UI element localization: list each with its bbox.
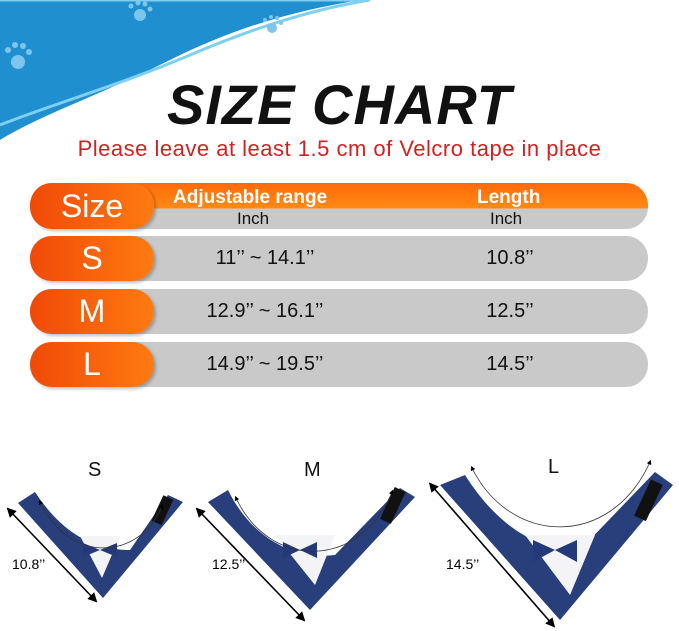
table-row: L 14.9’’ ~ 19.5’’ 14.5’’ bbox=[30, 342, 648, 387]
table-header: Size Adjustable range Length Inch Inch bbox=[30, 183, 648, 229]
page-title: SIZE CHART bbox=[167, 73, 512, 136]
table-row: M 12.9’’ ~ 16.1’’ 12.5’’ bbox=[30, 289, 648, 334]
collar-diagrams bbox=[6, 459, 673, 628]
collar-l-image bbox=[428, 459, 673, 628]
diagram-length-label: 14.5’’ bbox=[446, 556, 480, 572]
diagram-length-label: 10.8’’ bbox=[12, 556, 46, 572]
size-cell: M bbox=[30, 289, 154, 334]
size-cell: L bbox=[30, 342, 154, 387]
blue-wave-banner bbox=[0, 0, 371, 140]
diagram-size-label: S bbox=[88, 459, 102, 481]
diagram-length-label: 12.5’’ bbox=[212, 556, 246, 572]
length-cell: 10.8’’ bbox=[486, 247, 534, 269]
range-unit: Inch bbox=[237, 209, 270, 228]
subtitle: Please leave at least 1.5 cm of Velcro t… bbox=[77, 136, 602, 161]
length-header: Length bbox=[477, 187, 541, 208]
range-header: Adjustable range bbox=[173, 187, 328, 208]
size-header: Size bbox=[30, 183, 154, 229]
length-cell: 14.5’’ bbox=[486, 353, 534, 375]
diagram-size-label: M bbox=[304, 459, 321, 481]
paw-print-icon bbox=[5, 0, 283, 69]
collar-s-image bbox=[6, 492, 183, 603]
range-cell: 11’’ ~ 14.1’’ bbox=[215, 247, 315, 269]
collar-m-image bbox=[195, 487, 415, 622]
range-cell: 14.9’’ ~ 19.5’’ bbox=[206, 353, 324, 375]
length-unit: Inch bbox=[490, 209, 523, 228]
range-cell: 12.9’’ ~ 16.1’’ bbox=[206, 300, 324, 322]
diagram-size-label: L bbox=[548, 456, 560, 478]
length-cell: 12.5’’ bbox=[486, 300, 534, 322]
size-cell: S bbox=[30, 236, 154, 281]
table-row: S 11’’ ~ 14.1’’ 10.8’’ bbox=[30, 236, 648, 281]
